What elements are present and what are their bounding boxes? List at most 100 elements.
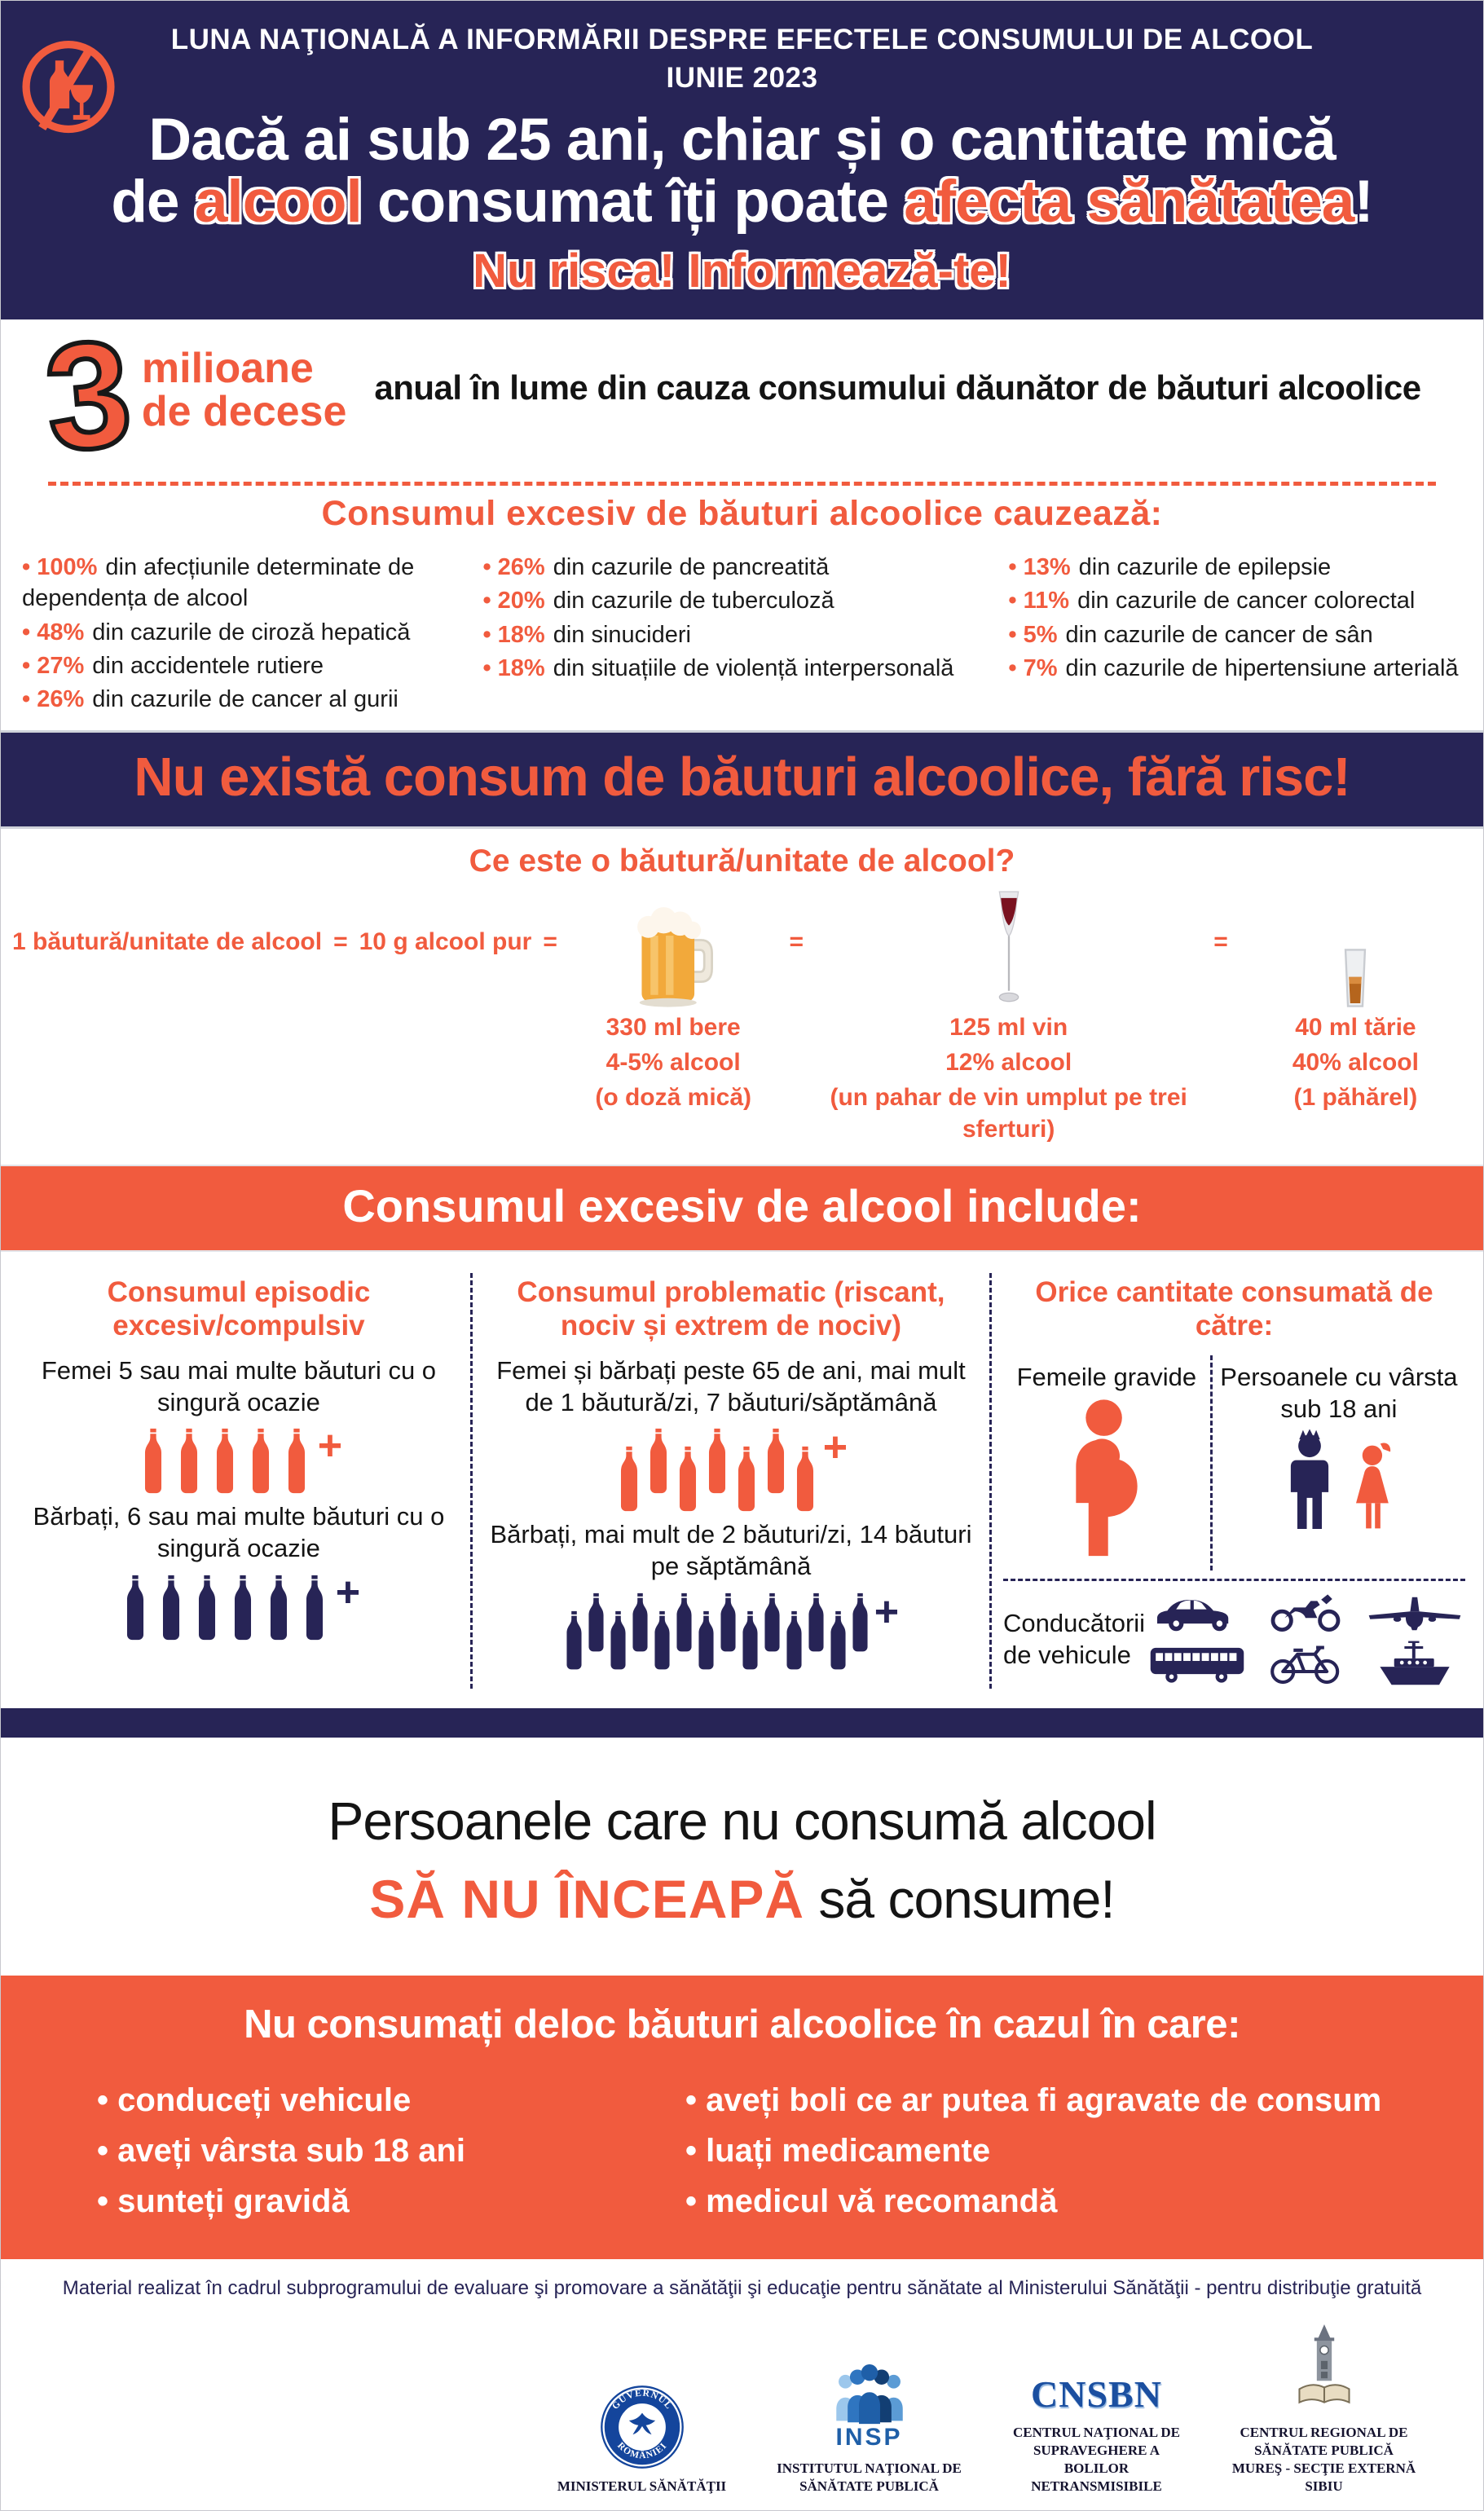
header-banner: LUNA NAŢIONALĂ A INFORMĂRII DESPRE EFECT… (1, 1, 1483, 319)
unit-lead: 1 băutură/unitate de alcool (12, 928, 323, 956)
drivers-row: Conducătorii de vehicule (1003, 1591, 1465, 1689)
beer-column: 330 ml bere 4-5% alcool (o doză mică) (569, 886, 778, 1113)
headline-line2: de alcool consumat îți poate afecta sănă… (111, 169, 1373, 236)
cause-item: 18%din situațiile de violență interperso… (482, 653, 995, 684)
wine-glass-icon (991, 886, 1027, 1008)
vehicles-icons (1147, 1591, 1465, 1689)
alcool-highlight: alcool (194, 169, 363, 236)
bottle-icon (180, 1429, 197, 1494)
cause-item: 11%din cazurile de cancer colorectal (1008, 585, 1462, 616)
minors-label: Persoanele cu vârsta sub 18 ani (1220, 1362, 1458, 1423)
car-icon (1156, 1599, 1228, 1631)
logo-caption: INSTITUTUL NAŢIONAL DE SĂNĂTATE PUBLICĂ (777, 2460, 962, 2494)
cause-item: 18%din sinucideri (482, 619, 995, 650)
bottle-icon (162, 1575, 179, 1641)
bottle-icon (830, 1610, 846, 1670)
logo-cnsbn: CNSBN CENTRUL NAŢIONAL DE SUPRAVEGHERE A… (1001, 2319, 1192, 2496)
dont-start-line1: Persoanele care nu consumă alcool (328, 1790, 1156, 1851)
bottle-icon (708, 1429, 725, 1494)
logo-crsp-mures: CENTRUL REGIONAL DE SĂNĂTATE PUBLICĂ MUR… (1228, 2319, 1420, 2496)
causes-column-1: 100%din afecțiunile determinate de depen… (22, 552, 482, 717)
problematic-heading: Consumul problematic (riscant, nociv și … (517, 1276, 945, 1341)
logo-insp: INSP INSTITUTUL NAŢIONAL DE SĂNĂTATE PUB… (773, 2331, 965, 2496)
campaign-title: LUNA NAŢIONALĂ A INFORMĂRII DESPRE EFECT… (170, 24, 1314, 55)
girl-icon (1355, 1443, 1391, 1529)
pregnant-cell: Femeile gravide (1003, 1355, 1213, 1570)
episodic-men-text: Bărbați, 6 sau mai multe băuturi cu o si… (33, 1502, 445, 1563)
unit-equation: 1 băutură/unitate de alcool = 10 g alcoo… (1, 883, 1483, 1145)
cause-item: 13%din cazurile de epilepsie (1008, 552, 1462, 583)
bottle-row-men14 (563, 1593, 871, 1671)
problematic-women-text: Femei și bărbați peste 65 de ani, mai mu… (496, 1355, 966, 1416)
minors-cell: Persoanele cu vârsta sub 18 ani (1213, 1355, 1465, 1570)
cause-item: 100%din afecțiunile determinate de depen… (22, 552, 469, 615)
bottle-icon (654, 1610, 670, 1670)
bottle-icon (610, 1610, 626, 1670)
dont-start-section: Persoanele care nu consumă alcool SĂ NU … (1, 1738, 1483, 1976)
bottle-icon (632, 1593, 648, 1652)
bottle-icon (852, 1593, 868, 1652)
boy-icon (1290, 1429, 1329, 1530)
bottle-row-women (135, 1428, 315, 1495)
causes-column-2: 26%din cazurile de pancreatită 20%din ca… (482, 552, 1008, 717)
bottle-icon (767, 1429, 784, 1494)
equals-sign: = (789, 928, 804, 956)
wine-column: 125 ml vin 12% alcool (un pahar de vin u… (815, 886, 1202, 1145)
list-item: aveți boli ce ar putea fi agravate de co… (685, 2075, 1451, 2126)
bottle-icon (764, 1593, 780, 1652)
ship-icon (1380, 1641, 1450, 1685)
insp-acronym: INSP (835, 2423, 903, 2451)
dont-start-line2: SĂ NU ÎNCEAPĂ să consume! (369, 1868, 1115, 1929)
logo-caption: MINISTERUL SĂNĂTĂŢII (557, 2478, 727, 2494)
plus-icon: + (874, 1588, 900, 1636)
unit-heading: Ce este o băutură/unitate de alcool? (469, 844, 1015, 879)
logo-caption: CENTRUL NAŢIONAL DE SUPRAVEGHERE A BOLIL… (1013, 2424, 1180, 2494)
cause-item: 48%din cazurile de ciroză hepatică (22, 617, 469, 648)
equals-sign: = (1213, 928, 1228, 956)
never-drink-right: aveți boli ce ar putea fi agravate de co… (685, 2075, 1451, 2227)
episodic-women-text: Femei 5 sau mai multe băuturi cu o singu… (41, 1355, 437, 1416)
episodic-heading: Consumul episodic excesiv/compulsiv (107, 1276, 371, 1341)
bottle-icon (306, 1575, 323, 1641)
afecta-highlight: afecta sănătatea (904, 169, 1354, 236)
cause-item: 26%din cazurile de cancer al gurii (22, 684, 469, 715)
footer: Material realizat în cadrul subprogramul… (1, 2259, 1483, 2510)
cause-item: 7%din cazurile de hipertensiune arterial… (1008, 653, 1462, 684)
bicycle-icon (1270, 1645, 1340, 1684)
equals-sign: = (543, 928, 557, 956)
plus-icon: + (335, 1568, 361, 1616)
bottle-icon (650, 1429, 667, 1494)
causes-heading: Consumul excesiv de băuturi alcoolice ca… (321, 494, 1163, 534)
bottle-icon (270, 1575, 287, 1641)
bottle-icon (216, 1429, 233, 1494)
shot-glass-icon (1341, 886, 1370, 1008)
pregnant-woman-icon (1076, 1399, 1138, 1556)
government-seal-icon: GUVERNUL ROMÂNIEI (600, 2373, 685, 2469)
headline: Dacă ai sub 25 ani, chiar și o cantitate… (33, 108, 1451, 236)
motorcycle-icon (1270, 1594, 1341, 1632)
no-risk-banner: Nu există consum de băuturi alcoolice, f… (1, 730, 1483, 830)
bottle-icon (588, 1593, 604, 1652)
deaths-number: 3 (37, 306, 139, 486)
include-section: Consumul episodic excesiv/compulsiv Feme… (1, 1252, 1483, 1707)
cta-text: Nu risca! Informează-te! (473, 244, 1011, 297)
unit-section: Ce este o băutură/unitate de alcool? 1 b… (1, 844, 1483, 1145)
bottle-icon (698, 1610, 714, 1670)
bottle-icon (679, 1447, 696, 1512)
bottle-icon (738, 1447, 755, 1512)
bottle-icon (288, 1429, 305, 1494)
cause-item: 5%din cazurile de cancer de sân (1008, 619, 1462, 650)
plus-icon: + (822, 1424, 848, 1472)
deaths-words: milioane de decese (141, 344, 347, 435)
bottle-icon (234, 1575, 251, 1641)
divider-bar (1, 1707, 1483, 1738)
problematic-men-text: Bărbați, mai mult de 2 băuturi/zi, 14 bă… (490, 1520, 972, 1581)
cnsbn-wordmark: CNSBN (1031, 2372, 1162, 2415)
beer-mug-icon (631, 886, 716, 1008)
disclaimer-text: Material realizat în cadrul subprogramul… (62, 2276, 1422, 2299)
bottle-icon (786, 1610, 802, 1670)
bottle-icon (198, 1575, 215, 1641)
plus-icon: + (317, 1422, 343, 1470)
bottle-icon (676, 1593, 692, 1652)
